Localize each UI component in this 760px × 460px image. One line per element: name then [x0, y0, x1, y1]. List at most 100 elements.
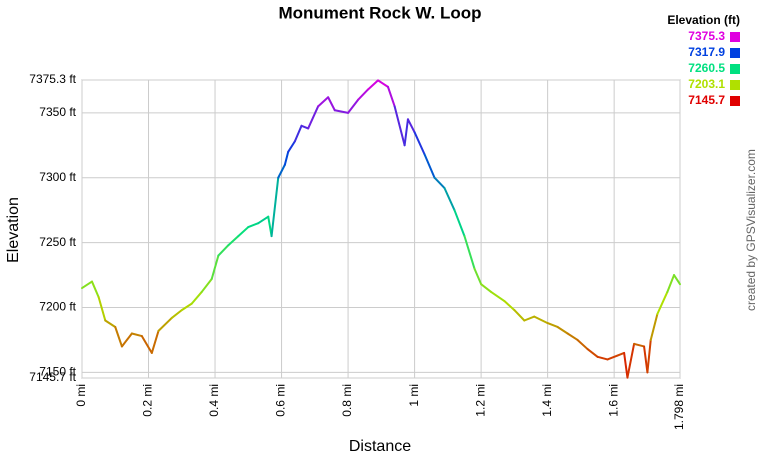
line-segment — [277, 163, 286, 179]
line-segment — [333, 109, 350, 114]
line-segment — [403, 118, 409, 147]
line-segment — [673, 274, 681, 286]
line-segment — [490, 290, 506, 303]
legend-swatch — [730, 64, 740, 74]
line-segment — [327, 96, 336, 112]
line-segment — [357, 88, 370, 101]
y-tick-label: 7145.7 ft — [29, 370, 76, 384]
line-segment — [393, 105, 406, 147]
chart-title: Monument Rock W. Loop — [278, 3, 481, 22]
line-segment — [666, 274, 676, 293]
line-segment — [556, 325, 569, 335]
x-tick-label: 1.6 mi — [606, 384, 620, 417]
line-segment — [270, 176, 280, 238]
line-segment — [130, 332, 143, 338]
legend-label: 7375.3 — [688, 29, 725, 43]
line-segment — [533, 315, 549, 325]
line-segment — [140, 335, 153, 354]
line-segment — [347, 98, 360, 114]
y-tick-label: 7375.3 ft — [29, 72, 76, 86]
legend-label: 7203.1 — [688, 77, 725, 91]
x-tick-label: 0.8 mi — [340, 384, 354, 417]
line-segment — [257, 215, 270, 225]
line-segment — [114, 325, 123, 348]
line-segment — [170, 309, 183, 319]
legend-swatch — [730, 80, 740, 90]
legend-label: 7145.7 — [688, 93, 725, 107]
legend-swatch — [730, 32, 740, 42]
line-segment — [97, 296, 107, 322]
line-segment — [377, 79, 389, 88]
legend-swatch — [730, 96, 740, 106]
line-segment — [237, 226, 250, 238]
line-segment — [646, 338, 652, 374]
line-segment — [283, 150, 290, 166]
line-segment — [616, 351, 626, 357]
legend-swatch — [730, 48, 740, 58]
x-tick-label: 1.2 mi — [473, 384, 487, 417]
line-segment — [227, 235, 240, 247]
line-segment — [150, 329, 160, 354]
line-segment — [200, 277, 213, 293]
x-tick-label: 1 mi — [407, 384, 421, 407]
x-tick-label: 1.4 mi — [540, 384, 554, 417]
x-tick-label: 0.6 mi — [274, 384, 288, 417]
line-segment — [317, 96, 330, 108]
line-segment — [453, 209, 466, 238]
line-segment — [576, 338, 589, 351]
line-segment — [367, 79, 380, 91]
line-segment — [503, 300, 516, 312]
x-tick-label: 0.4 mi — [207, 384, 221, 417]
line-segment — [513, 309, 526, 322]
line-segment — [473, 267, 483, 286]
line-segment — [433, 176, 446, 190]
y-tick-label: 7300 ft — [39, 170, 76, 184]
line-segment — [463, 235, 476, 270]
x-tick-label: 0 mi — [74, 384, 88, 407]
legend-label: 7317.9 — [688, 45, 725, 59]
line-segment — [523, 315, 536, 322]
line-segment — [180, 302, 193, 312]
y-tick-label: 7350 ft — [39, 105, 76, 119]
line-segment — [586, 348, 599, 358]
line-segment — [566, 332, 579, 341]
line-segment — [623, 351, 629, 379]
line-segment — [217, 244, 230, 257]
line-segment — [190, 290, 203, 305]
line-segment — [300, 124, 310, 130]
line-segment — [247, 222, 260, 229]
line-segment — [413, 131, 426, 156]
line-segment — [546, 322, 559, 328]
line-segment — [120, 332, 133, 348]
line-segment — [210, 254, 220, 280]
y-axis-label: Elevation — [5, 197, 22, 263]
line-segment — [293, 124, 303, 143]
line-segment — [81, 280, 93, 290]
x-axis-label: Distance — [349, 438, 411, 455]
line-segment — [649, 313, 659, 341]
line-segment — [287, 140, 296, 153]
line-segment — [633, 342, 646, 348]
y-tick-label: 7150 ft — [39, 365, 76, 379]
line-segment — [480, 283, 493, 293]
line-segment — [443, 187, 456, 212]
legend-title: Elevation (ft) — [667, 13, 740, 27]
line-segment — [626, 342, 636, 379]
line-segment — [90, 280, 100, 299]
line-segment — [157, 316, 173, 332]
line-segment — [104, 319, 117, 328]
line-segment — [606, 354, 619, 361]
line-segment — [307, 105, 320, 130]
x-tick-label: 1.798 mi — [672, 384, 686, 430]
y-tick-label: 7250 ft — [39, 235, 76, 249]
line-segment — [656, 290, 669, 316]
line-segment — [386, 85, 396, 108]
plot-area — [81, 79, 681, 379]
x-tick-label: 0.2 mi — [141, 384, 155, 417]
legend-label: 7260.5 — [688, 61, 725, 75]
y-tick-label: 7200 ft — [39, 300, 76, 314]
credit: created by GPSVisualizer.com — [744, 149, 758, 311]
line-segment — [423, 153, 436, 179]
line-segment — [596, 355, 609, 361]
